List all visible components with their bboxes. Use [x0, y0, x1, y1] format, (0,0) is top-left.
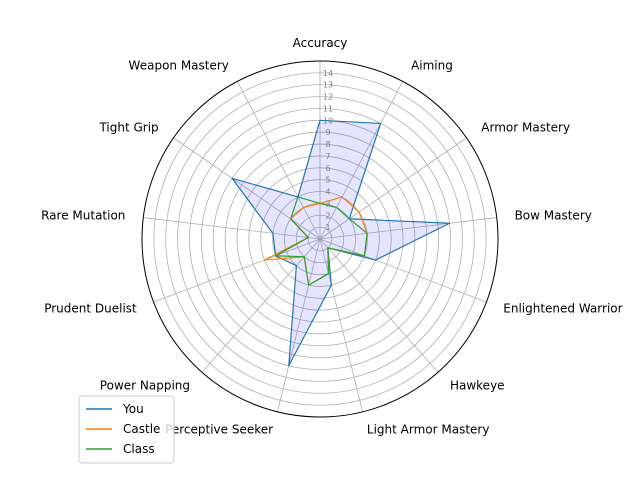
axis-label: Tight Grip	[98, 121, 158, 135]
radial-tick-label: 2	[325, 211, 330, 220]
grid-spoke	[319, 137, 467, 240]
grid-spoke	[277, 238, 321, 412]
series-line-class	[275, 196, 368, 286]
radial-tick-label: 3	[325, 199, 330, 208]
grid-spoke	[319, 217, 497, 240]
radar-grid	[141, 60, 499, 418]
grid-spoke	[173, 137, 321, 240]
axis-label: Perceptive Seeker	[165, 422, 273, 436]
radial-tick-label: 11	[323, 104, 333, 113]
grid-spoke	[319, 238, 439, 373]
outer-frame	[141, 60, 499, 418]
axis-label: Armor Mastery	[481, 121, 570, 135]
axis-label: Power Napping	[100, 379, 190, 393]
legend-entry: Class	[123, 442, 155, 456]
radial-tick-label: 4	[325, 188, 330, 197]
radial-tick-label: 12	[323, 93, 333, 102]
axis-label: Aiming	[411, 58, 453, 72]
radar-series	[231, 119, 451, 367]
legend: You Castle Class	[78, 395, 175, 464]
radial-tick-label: 7	[325, 152, 330, 161]
axis-label: Accuracy	[293, 36, 348, 50]
radial-tick-label: 10	[323, 116, 333, 125]
axis-label: Light Armor Mastery	[367, 422, 490, 436]
legend-entry: You	[122, 402, 144, 416]
axis-label: Weapon Mastery	[129, 58, 229, 72]
grid-spoke	[236, 81, 321, 240]
radial-tick-label: 5	[325, 176, 330, 185]
axis-label: Hawkeye	[450, 379, 505, 393]
grid-spoke	[153, 238, 321, 303]
axis-label: Bow Mastery	[515, 208, 592, 222]
radial-tick-label: 1	[325, 223, 330, 232]
radial-tick-label: 6	[325, 164, 330, 173]
radial-tick-label: 8	[325, 140, 330, 149]
radial-tick-label: 13	[323, 81, 333, 90]
axis-label: Enlightened Warrior	[503, 302, 622, 316]
radial-tick-label: 14	[323, 69, 333, 78]
grid-spoke	[319, 238, 363, 412]
series-line-you	[231, 119, 451, 367]
legend-frame	[78, 395, 175, 464]
grid-spoke	[319, 81, 404, 240]
axis-label: Prudent Duelist	[44, 302, 137, 316]
grid-spoke	[143, 217, 321, 240]
axis-labels: Accuracy Aiming Armor Mastery Bow Mastery En…	[41, 36, 623, 436]
series-area-you	[232, 120, 450, 366]
radial-tick-label: 9	[325, 128, 330, 137]
axis-label: Rare Mutation	[41, 208, 125, 222]
grid-spoke	[201, 238, 321, 373]
grid-spoke	[319, 238, 487, 303]
legend-entry: Castle	[123, 422, 160, 436]
